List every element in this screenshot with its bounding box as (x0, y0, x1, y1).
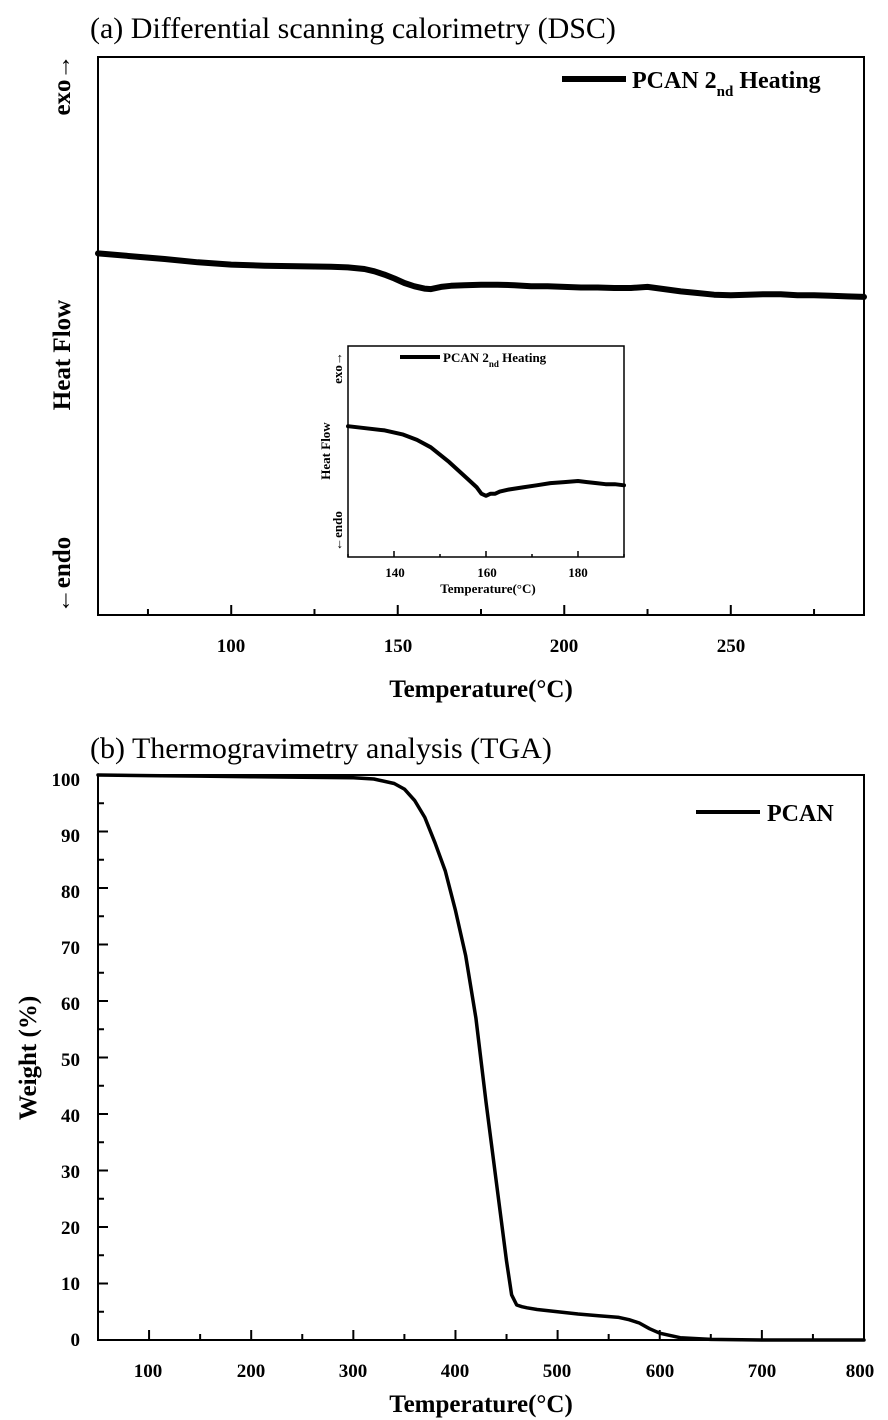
tga-x-tick-label: 500 (543, 1361, 572, 1382)
dsc-title: (a) Differential scanning calorimetry (D… (90, 12, 616, 45)
tga-x-axis-title: Temperature(°C) (389, 1391, 573, 1418)
tga-title: (b) Thermogravimetry analysis (TGA) (90, 732, 552, 765)
tga-ticks (97, 774, 865, 1341)
dsc-inset-y-axis-title: Heat Flow (318, 422, 333, 480)
dsc-inset-series-line (346, 424, 626, 498)
tga-y-tick-label: 100 (52, 770, 81, 791)
dsc-inset-x-tick-label: 180 (568, 565, 588, 580)
dsc-x-tick-label: 250 (717, 636, 746, 657)
dsc-x-tick-label: 200 (550, 636, 579, 657)
dsc-x-tick-label: 100 (217, 636, 246, 657)
dsc-inset-frame (347, 345, 625, 558)
dsc-chart: (a) Differential scanning calorimetry (D… (49, 12, 867, 703)
tga-legend: PCAN (696, 801, 834, 827)
dsc-y-axis-title: Heat Flow (49, 300, 76, 410)
tga-x-tick-label: 200 (237, 1361, 266, 1382)
dsc-endo-label: ←endo (49, 537, 76, 613)
dsc-inset-legend: PCAN 2nd Heating (400, 350, 547, 369)
dsc-inset: 140 160 180 Temperature(°C) Heat Flow ex… (318, 345, 626, 596)
tga-y-tick-label: 30 (61, 1162, 80, 1183)
tga-y-axis-title: Weight (%) (15, 996, 42, 1120)
tga-y-tick-label: 60 (61, 994, 80, 1015)
tga-series-line (96, 773, 866, 1342)
tga-y-tick-label: 40 (61, 1106, 80, 1127)
dsc-inset-x-tick-label: 160 (477, 565, 497, 580)
tga-chart: (b) Thermogravimetry analysis (TGA) 100 … (15, 732, 874, 1418)
tga-legend-label: PCAN (767, 801, 834, 827)
tga-y-tick-label: 0 (71, 1330, 81, 1351)
dsc-inset-endo-label: ←endo (330, 511, 345, 551)
tga-y-tick-label: 90 (61, 826, 80, 847)
dsc-exo-label: exo→ (49, 54, 76, 115)
dsc-x-axis-title: Temperature(°C) (389, 676, 573, 703)
tga-x-tick-label: 600 (646, 1361, 675, 1382)
tga-y-tick-label: 70 (61, 938, 80, 959)
tga-y-tick-label: 80 (61, 882, 80, 903)
tga-x-tick-label: 400 (441, 1361, 470, 1382)
dsc-series-line (95, 250, 867, 300)
tga-x-tick-label: 700 (748, 1361, 777, 1382)
tga-x-tick-label: 100 (134, 1361, 163, 1382)
tga-y-tick-label: 20 (61, 1218, 80, 1239)
dsc-inset-legend-label: PCAN 2nd Heating (443, 350, 547, 369)
tga-x-tick-label: 300 (339, 1361, 368, 1382)
dsc-x-tick-label: 150 (384, 636, 413, 657)
tga-x-tick-label: 800 (846, 1361, 875, 1382)
dsc-inset-x-ticks (347, 551, 625, 557)
tga-y-tick-label: 10 (61, 1274, 80, 1295)
dsc-inset-exo-label: exo→ (330, 352, 345, 384)
dsc-x-ticks (146, 605, 816, 615)
tga-y-tick-label: 50 (61, 1050, 80, 1071)
dsc-inset-x-axis-title: Temperature(°C) (440, 581, 535, 596)
dsc-legend-label: PCAN 2nd Heating (632, 68, 821, 100)
dsc-legend: PCAN 2nd Heating (562, 68, 821, 100)
dsc-inset-x-tick-label: 140 (385, 565, 405, 580)
